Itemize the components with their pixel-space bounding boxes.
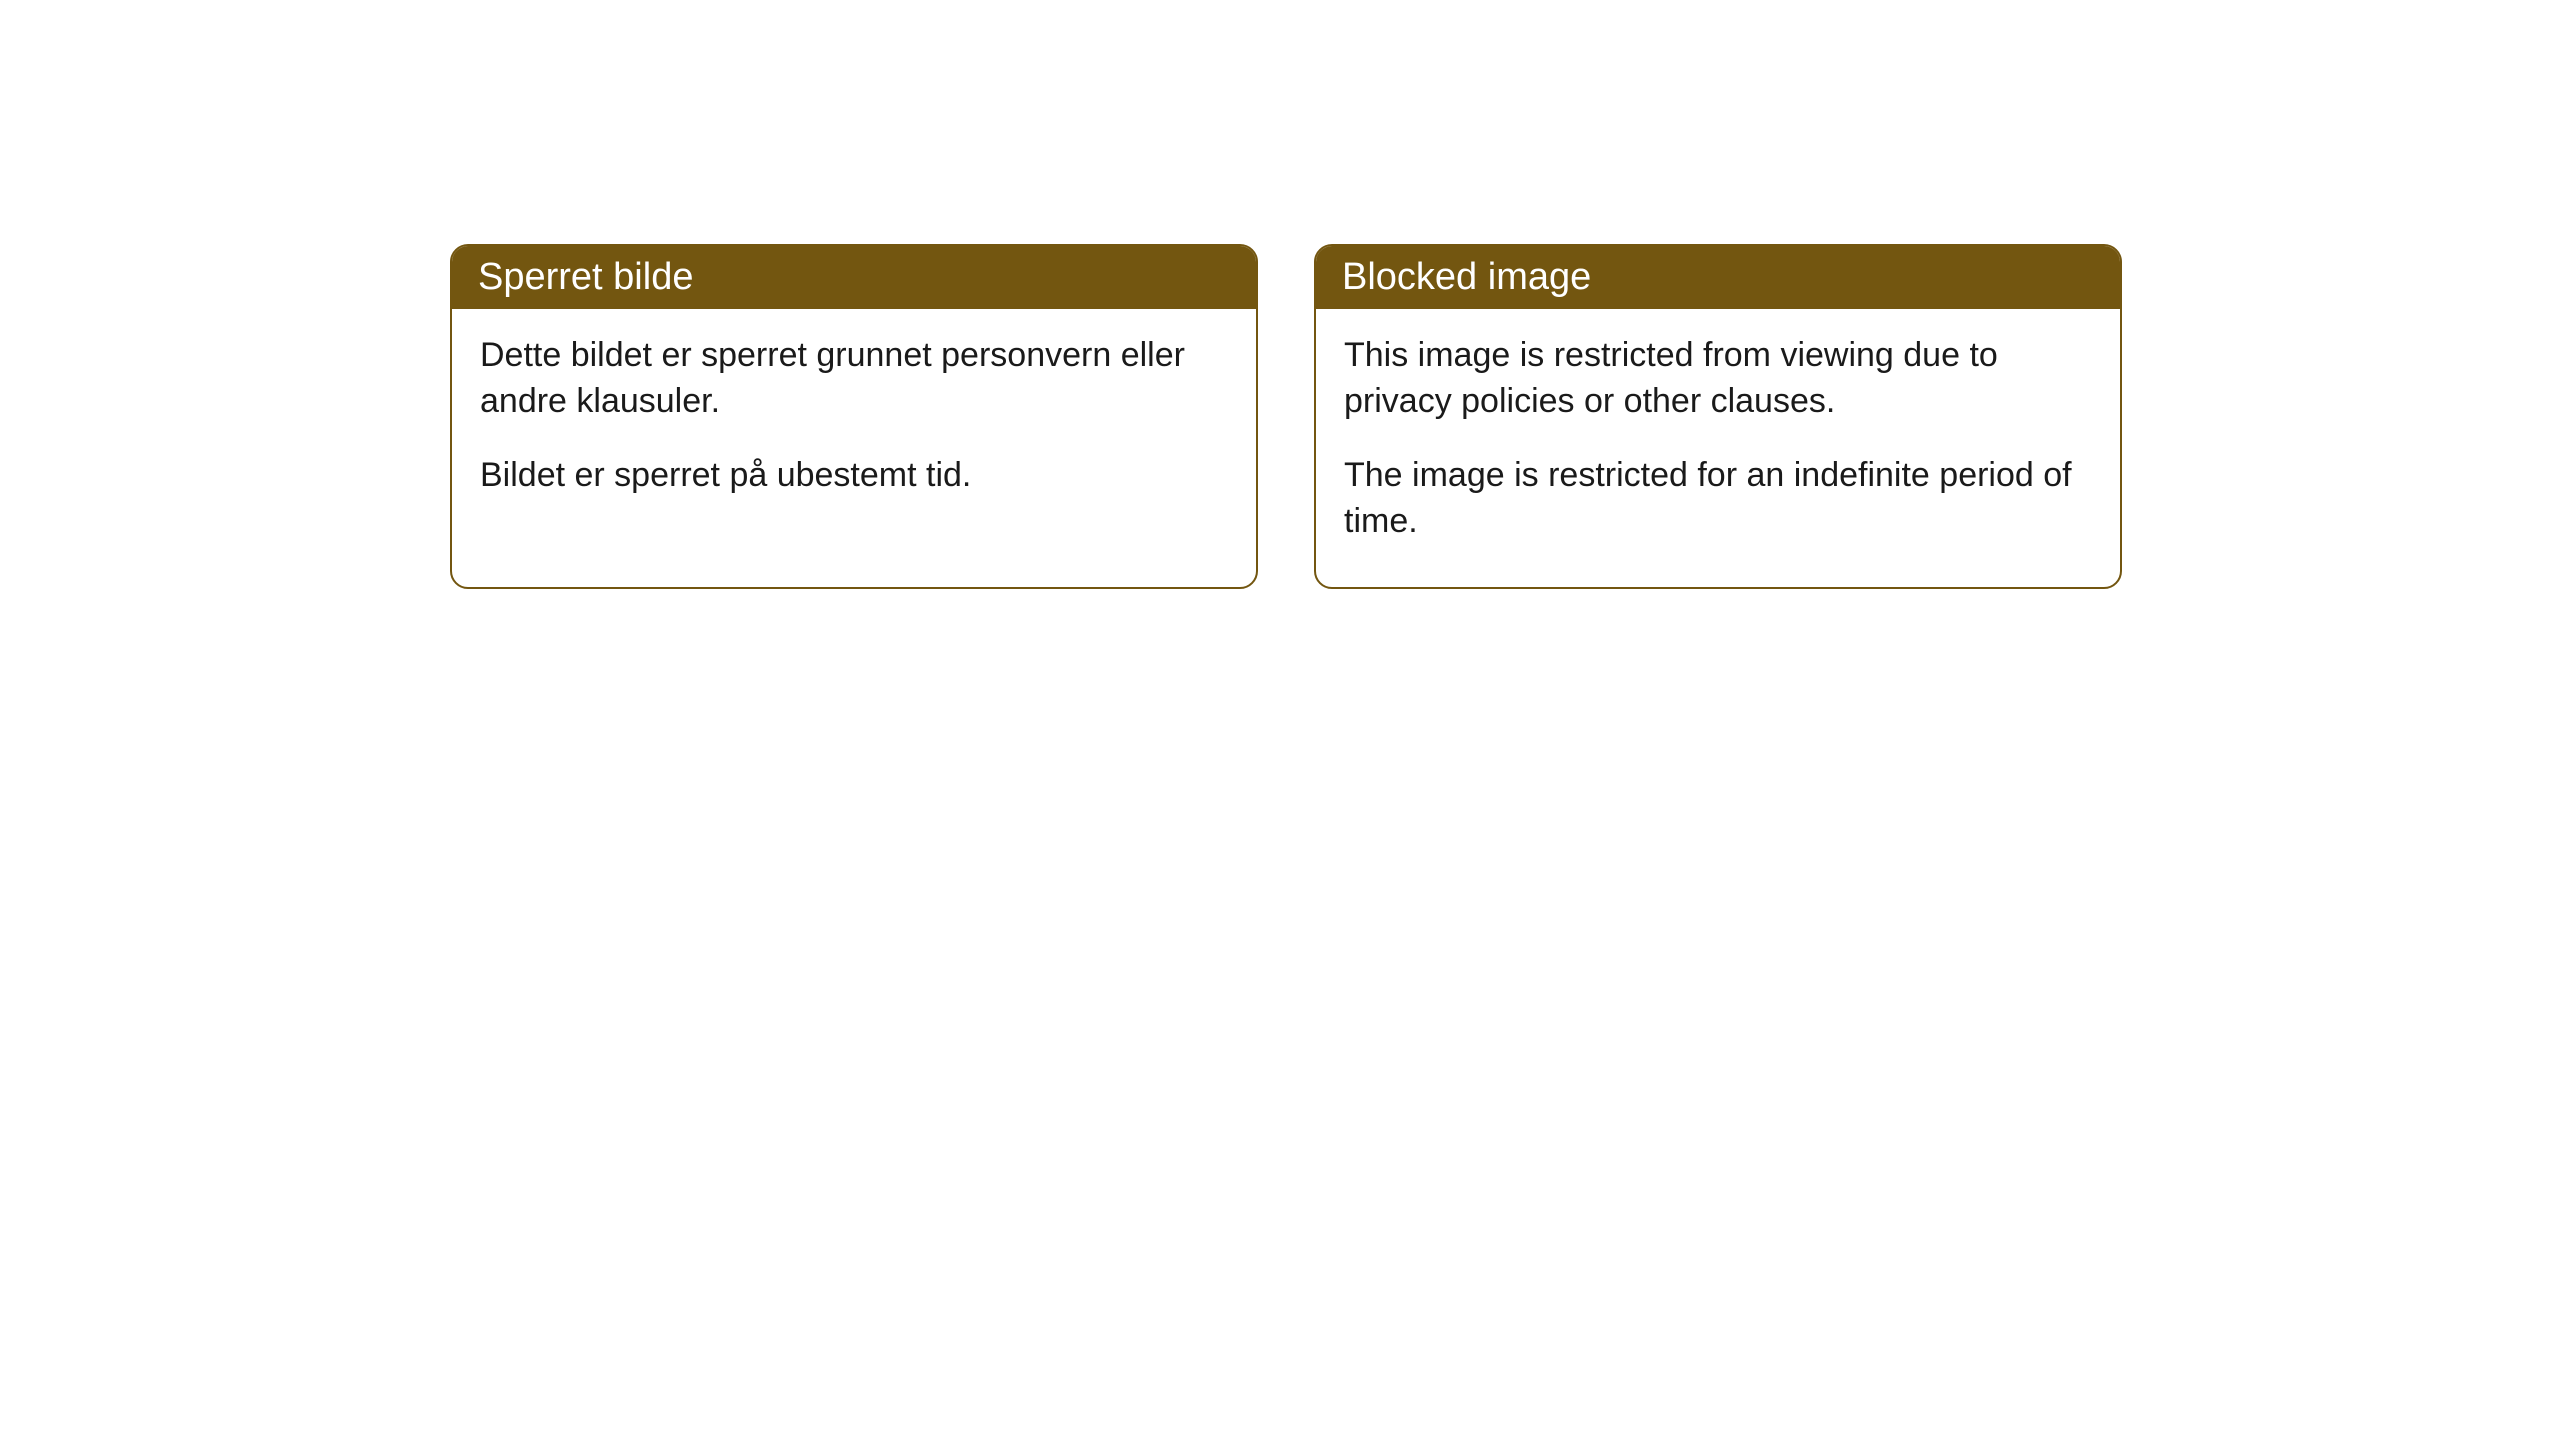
card-paragraph-1: Dette bildet er sperret grunnet personve… bbox=[480, 333, 1228, 425]
blocked-image-card-norwegian: Sperret bilde Dette bildet er sperret gr… bbox=[450, 244, 1258, 589]
card-header-norwegian: Sperret bilde bbox=[452, 246, 1256, 309]
card-body-english: This image is restricted from viewing du… bbox=[1316, 309, 2120, 587]
card-paragraph-2: The image is restricted for an indefinit… bbox=[1344, 453, 2092, 545]
blocked-image-card-english: Blocked image This image is restricted f… bbox=[1314, 244, 2122, 589]
card-body-norwegian: Dette bildet er sperret grunnet personve… bbox=[452, 309, 1256, 541]
card-header-english: Blocked image bbox=[1316, 246, 2120, 309]
card-paragraph-1: This image is restricted from viewing du… bbox=[1344, 333, 2092, 425]
card-title: Sperret bilde bbox=[478, 256, 693, 298]
notice-cards-container: Sperret bilde Dette bildet er sperret gr… bbox=[0, 0, 2560, 589]
card-paragraph-2: Bildet er sperret på ubestemt tid. bbox=[480, 453, 1228, 499]
card-title: Blocked image bbox=[1342, 256, 1591, 298]
